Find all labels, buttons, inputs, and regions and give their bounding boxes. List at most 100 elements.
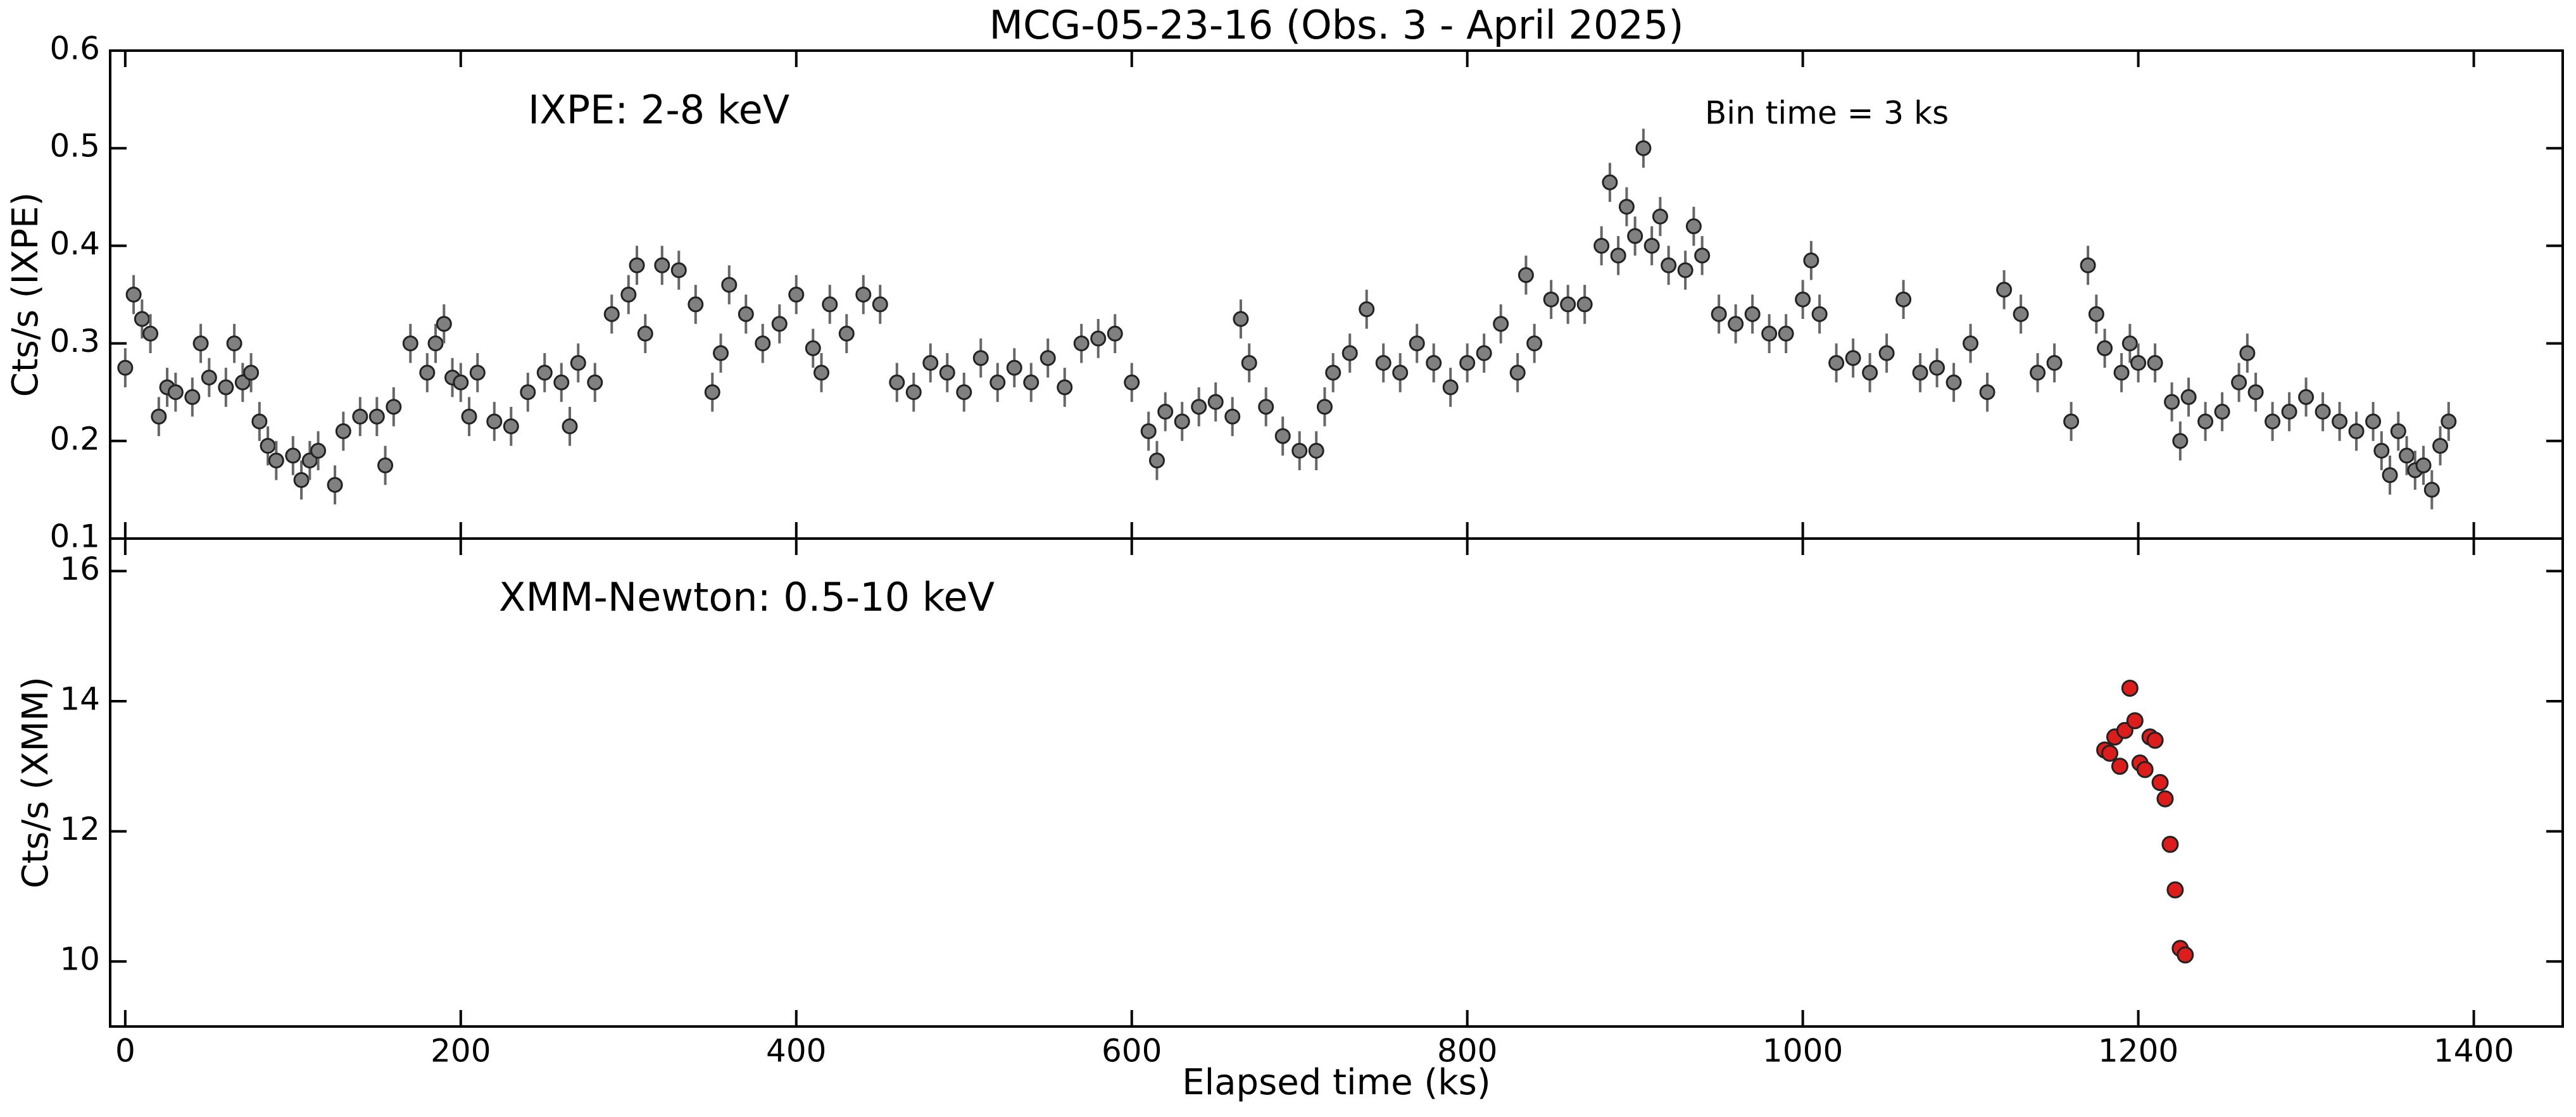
- data-point: [1526, 335, 1543, 352]
- data-point: [1023, 374, 1040, 390]
- data-point: [922, 354, 939, 371]
- data-point: [755, 335, 771, 352]
- data-point: [2348, 423, 2365, 439]
- y-tick-label: 12: [60, 811, 100, 847]
- data-point: [1224, 408, 1241, 425]
- annotation-note: Bin time = 3 ks: [1705, 95, 1949, 132]
- y-axis-label: Cts/s (IXPE): [5, 192, 46, 397]
- data-point: [2231, 374, 2247, 390]
- data-point: [872, 296, 888, 313]
- x-tick-label: 1400: [2434, 1033, 2514, 1070]
- data-point: [1576, 296, 1593, 313]
- data-point: [670, 262, 687, 278]
- data-point: [1895, 291, 1912, 308]
- x-tick-label: 200: [430, 1033, 491, 1070]
- data-point: [1174, 413, 1190, 430]
- data-point: [2197, 413, 2214, 430]
- data-point: [2265, 413, 2281, 430]
- data-point: [2247, 384, 2264, 401]
- data-point: [1694, 247, 1711, 264]
- data-point: [1778, 325, 1794, 342]
- data-point: [352, 408, 368, 425]
- data-point: [226, 335, 242, 352]
- data-point: [402, 335, 418, 352]
- y-tick-label: 0.3: [49, 323, 100, 359]
- data-point: [2080, 257, 2096, 273]
- data-point: [2166, 881, 2184, 899]
- data-point: [972, 350, 989, 366]
- data-point: [301, 452, 318, 469]
- data-point: [1359, 301, 1375, 318]
- chart-title: MCG-05-23-16 (Obs. 3 - April 2025): [989, 2, 1683, 48]
- plot-frame: [109, 49, 2564, 540]
- data-point: [117, 359, 134, 376]
- data-point: [620, 287, 637, 303]
- data-point: [1610, 247, 1626, 264]
- data-point: [1442, 379, 1459, 396]
- data-point: [2121, 679, 2139, 697]
- data-point: [2030, 365, 2046, 381]
- data-point: [1845, 350, 1861, 366]
- data-point: [503, 418, 519, 435]
- data-point: [436, 316, 452, 332]
- data-point: [1191, 399, 1207, 415]
- data-point: [2147, 354, 2163, 371]
- data-point: [218, 379, 234, 396]
- data-point: [688, 296, 704, 313]
- data-point: [629, 257, 645, 273]
- data-point: [1459, 354, 1476, 371]
- data-point: [1040, 350, 1056, 366]
- data-point: [2156, 790, 2174, 808]
- data-point: [1811, 306, 1828, 322]
- data-point: [1761, 325, 1778, 342]
- data-point: [1828, 354, 1845, 371]
- data-point: [822, 296, 838, 313]
- data-point: [603, 306, 620, 322]
- y-tick-label: 10: [60, 941, 100, 978]
- data-point: [1241, 354, 1257, 371]
- data-point: [1073, 335, 1090, 352]
- data-point: [1618, 199, 1635, 215]
- data-point: [587, 374, 603, 390]
- data-point: [2432, 438, 2449, 454]
- data-point: [553, 374, 570, 390]
- data-point: [1409, 335, 1425, 352]
- data-point: [2088, 306, 2104, 322]
- data-point: [1476, 345, 1492, 361]
- data-point: [2151, 774, 2169, 791]
- data-point: [1929, 359, 1945, 376]
- data-point: [285, 447, 301, 464]
- data-point: [738, 306, 754, 322]
- data-point: [1426, 354, 1442, 371]
- data-point: [2146, 732, 2164, 749]
- data-point: [721, 277, 738, 293]
- data-point: [2214, 404, 2230, 420]
- y-tick-label: 0.6: [49, 30, 100, 67]
- data-point: [251, 413, 268, 430]
- y-tick-label: 0.4: [49, 225, 100, 262]
- data-point: [2130, 354, 2147, 371]
- data-point: [260, 438, 276, 454]
- data-point: [1517, 267, 1534, 284]
- data-point: [142, 325, 159, 342]
- data-point: [327, 477, 343, 493]
- data-point: [1090, 330, 1107, 347]
- data-point: [838, 325, 855, 342]
- data-point: [713, 345, 729, 361]
- data-point: [1543, 291, 1559, 308]
- data-point: [2332, 413, 2348, 430]
- annotation: XMM-Newton: 0.5-10 keV: [499, 574, 995, 620]
- data-point: [939, 365, 955, 381]
- data-point: [125, 287, 142, 303]
- data-point: [469, 365, 486, 381]
- y-tick-label: 0.5: [49, 128, 100, 165]
- data-point: [2180, 389, 2197, 405]
- data-point: [536, 365, 553, 381]
- data-point: [2136, 761, 2154, 778]
- data-point: [1560, 296, 1576, 313]
- data-point: [368, 408, 385, 425]
- data-point: [2164, 394, 2180, 410]
- x-axis-label: Elapsed time (ks): [1182, 1062, 1490, 1103]
- data-point: [1643, 237, 1660, 254]
- data-point: [2382, 467, 2398, 484]
